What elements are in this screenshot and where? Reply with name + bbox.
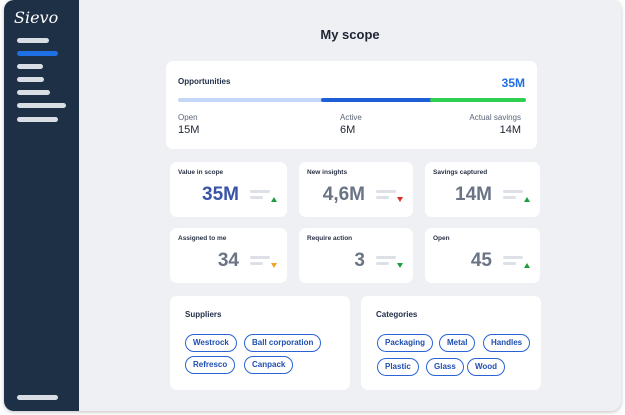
sparkline-bar (503, 190, 523, 193)
kpi-value: 14M (455, 184, 492, 205)
category-tag-glass[interactable]: Glass (426, 358, 464, 376)
supplier-tag-canpack[interactable]: Canpack (244, 356, 294, 374)
category-tag-handles[interactable]: Handles (483, 334, 531, 352)
open-value: 15M (178, 124, 200, 136)
sparkline-bar (503, 196, 516, 199)
kpi-title: New insights (307, 169, 348, 176)
sidebar-item-7[interactable] (17, 117, 58, 122)
trend-up-icon (271, 197, 277, 202)
opportunities-total: 35M (501, 76, 525, 90)
sparkline-bar (250, 190, 270, 193)
sparkline-bar (250, 262, 263, 265)
open-progress-segment (178, 98, 323, 102)
trend-up-icon (524, 263, 530, 268)
kpi-value: 45 (470, 250, 492, 271)
sidebar-item-1[interactable] (17, 38, 49, 43)
trend-up-icon (524, 197, 530, 202)
opportunities-title: Opportunities (178, 77, 231, 86)
app-logo[interactable]: Sievo (14, 8, 59, 27)
category-tag-plastic[interactable]: Plastic (377, 358, 419, 376)
kpi-value: 3 (354, 250, 365, 271)
kpi-value: 35M (202, 184, 239, 205)
kpi-card-value-in-scope[interactable]: Value in scope 35M (170, 162, 287, 217)
trend-down-icon (271, 263, 277, 268)
savings-progress-segment (430, 98, 526, 102)
kpi-title: Open (433, 235, 450, 242)
kpi-value: 4,6M (322, 184, 365, 205)
active-value: 6M (340, 124, 356, 136)
sidebar: Sievo (4, 0, 79, 411)
page-title: My scope (320, 27, 380, 42)
category-tag-packaging[interactable]: Packaging (377, 334, 434, 352)
supplier-tag-ball-corporation[interactable]: Ball corporation (244, 334, 322, 352)
kpi-title: Assigned to me (178, 235, 227, 242)
kpi-title: Require action (307, 235, 353, 242)
suppliers-card: Suppliers Westrock Ball corporation Refr… (170, 296, 350, 390)
sidebar-item-2[interactable] (17, 51, 58, 56)
category-tag-metal[interactable]: Metal (439, 334, 476, 352)
sidebar-item-5[interactable] (17, 90, 50, 95)
kpi-card-savings-captured[interactable]: Savings captured 14M (425, 162, 540, 217)
active-label: Active (340, 113, 362, 122)
sparkline-bar (376, 262, 389, 265)
actual-savings-value: 14M (499, 124, 521, 136)
supplier-tag-westrock[interactable]: Westrock (185, 334, 237, 352)
category-tag-wood[interactable]: Wood (467, 358, 506, 376)
sparkline-bar (376, 196, 389, 199)
supplier-tag-refresco[interactable]: Refresco (185, 356, 236, 374)
sparkline-bar (376, 256, 396, 259)
categories-card: Categories Packaging Metal Handles Plast… (361, 296, 541, 390)
actual-savings-label: Actual savings (469, 113, 521, 122)
sparkline-bar (503, 256, 523, 259)
sparkline-bar (250, 196, 263, 199)
app-window: Sievo My scope Opportunities 35M Open 15… (4, 0, 621, 411)
sidebar-item-3[interactable] (17, 64, 43, 69)
sidebar-item-4[interactable] (17, 77, 44, 82)
trend-down-icon (397, 197, 403, 202)
categories-title: Categories (376, 310, 418, 319)
kpi-card-assigned-to-me[interactable]: Assigned to me 34 (170, 228, 287, 283)
active-progress-segment (321, 98, 433, 102)
sparkline-bar (250, 256, 270, 259)
suppliers-title: Suppliers (185, 310, 222, 319)
kpi-title: Savings captured (433, 169, 488, 176)
sidebar-item-bottom[interactable] (17, 395, 58, 400)
sparkline-bar (503, 262, 516, 265)
sidebar-item-6[interactable] (17, 103, 66, 108)
kpi-card-require-action[interactable]: Require action 3 (299, 228, 413, 283)
kpi-title: Value in scope (178, 169, 224, 176)
trend-down-icon (397, 263, 403, 268)
opportunities-card[interactable]: Opportunities 35M Open 15M Active 6M Act… (166, 61, 537, 149)
sparkline-bar (376, 190, 396, 193)
kpi-card-new-insights[interactable]: New insights 4,6M (299, 162, 413, 217)
kpi-card-open[interactable]: Open 45 (425, 228, 540, 283)
kpi-value: 34 (217, 250, 239, 271)
open-label: Open (178, 113, 198, 122)
main-content: My scope Opportunities 35M Open 15M Acti… (79, 0, 621, 411)
